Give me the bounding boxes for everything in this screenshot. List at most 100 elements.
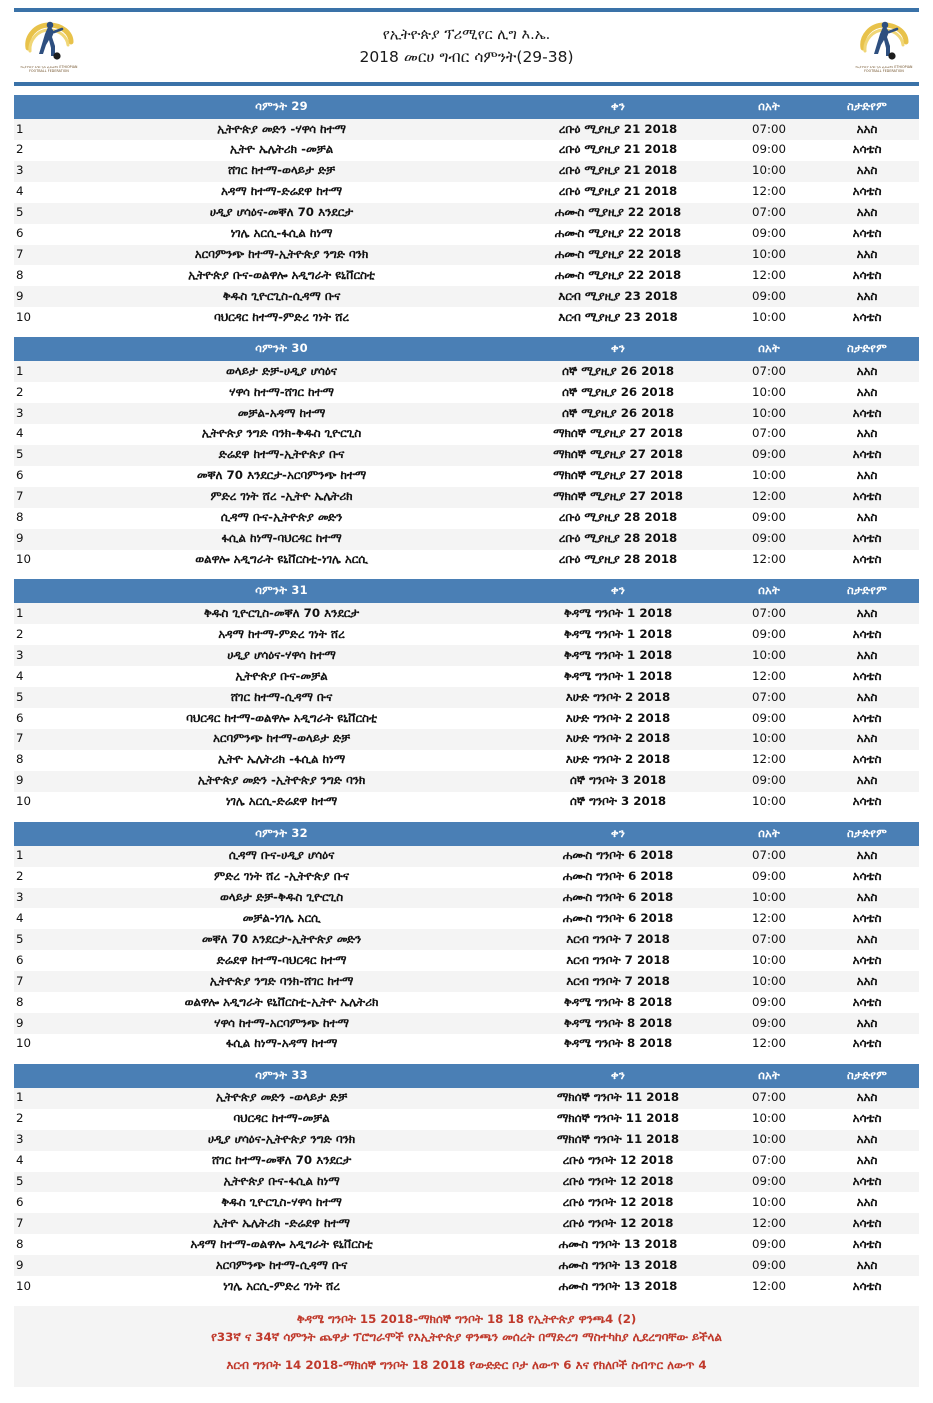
cell-index: 5 (14, 1171, 50, 1193)
cell-stadium: አሳቴስ (815, 624, 919, 646)
cell-stadium: አአስ (815, 929, 919, 951)
cell-date: እርብ ግንቦት 7 2018 (513, 929, 723, 951)
footer-notes: ቅዳሜ ግንቦት 15 2018-ማክሰኞ ግንቦት 18 18 የኢትዮጵያ … (14, 1306, 919, 1387)
table-row: 1 ኢትዮጵያ መድን -ሃዋሳ ከተማ ረቡዕ ሚያዚያ 21 2018 07:00… (14, 119, 919, 140)
cell-match: አርባምንጭ ከተማ-ሲዳማ ቡና (50, 1255, 513, 1277)
logo-caption-right: የኢትዮጵያ እግር ኳስ ፌዴሬሽን ETHIOPIAN FOOTBALL F… (855, 65, 913, 73)
cell-time: 10:00 (723, 1108, 815, 1130)
cell-index: 1 (14, 1087, 50, 1109)
cell-time: 10:00 (723, 244, 815, 266)
cell-match: ሸገር ከተማ-መቐለ 70 እንደርታ (50, 1150, 513, 1172)
cell-date: እሁድ ግንቦት 2 2018 (513, 749, 723, 771)
cell-index: 7 (14, 728, 50, 750)
cell-stadium: አአስ (815, 119, 919, 140)
cell-index: 6 (14, 708, 50, 729)
cell-index: 6 (14, 1192, 50, 1214)
table-row: 2 ምድረ ገነት ሸረ -ኢትዮጵያ ቡና ሐሙስ ግንቦት 6 2018 09:0… (14, 866, 919, 888)
cell-date: እሁድ ግንቦት 2 2018 (513, 728, 723, 750)
cell-index: 3 (14, 160, 50, 182)
cell-match: ምድረ ገነት ሸረ -ኢትዮ ኤሌትሪክ (50, 486, 513, 508)
cell-index: 9 (14, 1255, 50, 1277)
cell-date: እርብ ሚያዚያ 23 2018 (513, 286, 723, 308)
table-row: 7 ኢትዮ ኤሌትሪክ -ድሬደዋ ከተማ ረቡዕ ግንቦት 12 2018 12:0… (14, 1213, 919, 1235)
cell-time: 09:00 (723, 770, 815, 792)
column-header-date: ቀን (513, 821, 723, 846)
cell-index: 1 (14, 603, 50, 625)
cell-stadium: አአስ (815, 1255, 919, 1277)
table-row: 9 አርባምንጭ ከተማ-ሲዳማ ቡና ሐሙስ ግንቦት 13 2018 09:00 አ… (14, 1255, 919, 1277)
cell-time: 09:00 (723, 624, 815, 646)
cell-stadium: አሳቴስ (815, 1234, 919, 1256)
table-row: 5 ኢትዮጵያ ቡና-ፋሲል ከነማ ረቡዕ ግንቦት 12 2018 09:00 አሳ… (14, 1171, 919, 1193)
cell-match: መቐለ 70 እንደርታ-አርባምንጭ ከተማ (50, 465, 513, 487)
cell-match: ኢትዮጵያ ንግድ ባንክ-ቅዱስ ጊዮርጊስ (50, 423, 513, 445)
cell-index: 4 (14, 181, 50, 203)
cell-match: አዳማ ከተማ-ወልዋሎ አዲግራት ዩኒቨርስቲ (50, 1234, 513, 1256)
cell-stadium: አሳቴስ (815, 1213, 919, 1235)
cell-date: እሁድ ግንቦት 2 2018 (513, 708, 723, 729)
cell-date: ሐሙስ ሚያዚያ 22 2018 (513, 265, 723, 287)
cell-date: ቅዳሜ ግንቦት 8 2018 (513, 1033, 723, 1055)
cell-stadium: አአስ (815, 645, 919, 667)
cell-match: ባህርዳር ከተማ-ምድረ ገነት ሸረ (50, 307, 513, 329)
cell-index: 1 (14, 119, 50, 140)
cell-time: 09:00 (723, 507, 815, 529)
cell-match: ኢትዮ ኤሌትሪክ -ድሬደዋ ከተማ (50, 1213, 513, 1235)
footer-note: ቅዳሜ ግንቦት 15 2018-ማክሰኞ ግንቦት 18 18 የኢትዮጵያ … (296, 1312, 637, 1327)
round-table: ሳምንት 31 ቀን ሰአት ስታድየም 1 ቅዱስ ጊዮርጊስ-መቐለ 70 እንደርታ… (14, 579, 919, 813)
table-row: 4 መቻል-ነገሌ አርሲ ሐሙስ ግንቦት 6 2018 12:00 አሳቴስ (14, 908, 919, 930)
table-row: 1 ወላይታ ድቻ-ሀዲያ ሆሳዕና ሰኞ ሚያዚያ 26 2018 07:00 አአስ (14, 361, 919, 383)
column-header-time: ሰአት (723, 337, 815, 362)
cell-stadium: አሳቴስ (815, 666, 919, 688)
cell-date: ቅዳሜ ግንቦት 1 2018 (513, 624, 723, 646)
table-row: 3 ሀዲያ ሆሳዕና-ኢትዮጵያ ንግድ ባንክ ማክሰኞ ግንቦት 11 2018… (14, 1129, 919, 1151)
cell-index: 8 (14, 1234, 50, 1256)
document-masthead: የኢትዮጵያ እግር ኳስ ፌዴሬሽን ETHIOPIAN FOOTBALL F… (14, 8, 919, 86)
cell-time: 10:00 (723, 950, 815, 972)
cell-match: ኢትዮ ኤሌትሪክ -መቻል (50, 139, 513, 161)
column-header-stadium: ስታድየም (815, 95, 919, 119)
cell-match: መቐለ 70 እንደርታ-ኢትዮጵያ መድን (50, 929, 513, 951)
note-spacer (24, 1347, 909, 1358)
column-header-date: ቀን (513, 337, 723, 362)
cell-stadium: አሳቴስ (815, 791, 919, 813)
cell-index: 8 (14, 265, 50, 287)
cell-stadium: አአስ (815, 1013, 919, 1034)
cell-time: 07:00 (723, 202, 815, 224)
cell-date: ሐሙስ ግንቦት 6 2018 (513, 908, 723, 930)
cell-stadium: አአስ (815, 1192, 919, 1214)
cell-match: ሀዲያ ሆሳዕና-መቐለ 70 እንደርታ (50, 202, 513, 224)
table-row: 5 ሀዲያ ሆሳዕና-መቐለ 70 እንደርታ ሐሙስ ሚያዚያ 22 2018 07… (14, 202, 919, 224)
cell-index: 6 (14, 223, 50, 245)
cell-date: ሐሙስ ግንቦት 6 2018 (513, 887, 723, 909)
table-row: 6 መቐለ 70 እንደርታ-አርባምንጭ ከተማ ማክሰኞ ሚያዚያ 27 201… (14, 465, 919, 487)
cell-index: 4 (14, 908, 50, 930)
football-player-logo-icon (25, 21, 74, 60)
table-row: 6 ቅዱስ ጊዮርጊስ-ሃዋሳ ከተማ ረቡዕ ግንቦት 12 2018 10:00 አ… (14, 1192, 919, 1214)
round-header-row: ሳምንት 31 ቀን ሰአት ስታድየም (14, 579, 919, 604)
cell-match: ኢትዮጵያ ቡና-ወልዋሎ አዲግራት ዩኒቨርስቲ (50, 265, 513, 287)
table-row: 8 ሲዳማ ቡና-ኢትዮጵያ መድን ረቡዕ ሚያዚያ 28 2018 09:00 አአ… (14, 507, 919, 529)
cell-match: ኢትዮጵያ መድን -ሃዋሳ ከተማ (50, 119, 513, 140)
table-row: 3 ሀዲያ ሆሳዕና-ሃዋሳ ከተማ ቅዳሜ ግንቦት 1 2018 10:00 አአስ (14, 645, 919, 667)
cell-stadium: አሳቴስ (815, 866, 919, 888)
cell-index: 2 (14, 139, 50, 161)
cell-index: 3 (14, 403, 50, 424)
cell-date: ሐሙስ ግንቦት 6 2018 (513, 866, 723, 888)
cell-match: ወላይታ ድቻ-ሀዲያ ሆሳዕና (50, 361, 513, 383)
cell-time: 10:00 (723, 645, 815, 667)
cell-date: ማክሰኞ ግንቦት 11 2018 (513, 1087, 723, 1109)
cell-time: 09:00 (723, 866, 815, 888)
cell-date: ረቡዕ ሚያዚያ 21 2018 (513, 181, 723, 203)
cell-stadium: አሳቴስ (815, 223, 919, 245)
column-header-time: ሰአት (723, 95, 815, 119)
cell-index: 4 (14, 423, 50, 445)
table-row: 2 ኢትዮ ኤሌትሪክ -መቻል ረቡዕ ሚያዚያ 21 2018 09:00 አሳቴስ (14, 139, 919, 161)
cell-date: ሰኞ ሚያዚያ 26 2018 (513, 403, 723, 424)
cell-date: ሐሙስ ግንቦት 13 2018 (513, 1276, 723, 1298)
cell-time: 09:00 (723, 1255, 815, 1277)
cell-index: 4 (14, 666, 50, 688)
cell-index: 5 (14, 929, 50, 951)
cell-time: 07:00 (723, 603, 815, 625)
cell-date: ሐሙስ ሚያዚያ 22 2018 (513, 202, 723, 224)
